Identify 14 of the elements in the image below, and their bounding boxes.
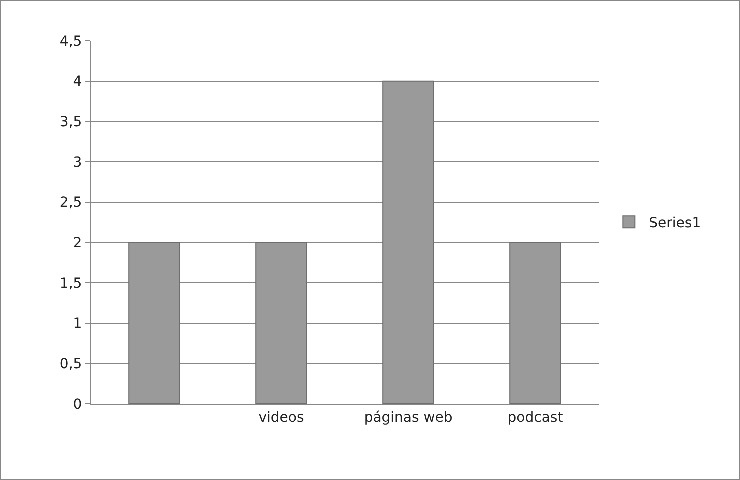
y-tick-label: 0: [73, 396, 82, 413]
y-tick-label: 4,5: [60, 34, 82, 50]
y-tick-label: 2: [73, 236, 82, 252]
x-tick-label: podcast: [508, 410, 564, 426]
y-tick-label: 4: [73, 74, 82, 90]
y-tick-label: 0,5: [60, 356, 82, 373]
x-tick-label: videos: [258, 410, 304, 426]
legend-label: Series1: [649, 216, 702, 232]
y-tick-label: 1: [73, 316, 82, 332]
y-tick-label: 3,5: [60, 114, 82, 131]
x-tick-label: páginas web: [364, 410, 453, 426]
y-tick-label: 1,5: [60, 276, 82, 292]
y-tick-label: 3: [73, 154, 82, 171]
y-tick-label: 2,5: [60, 195, 82, 212]
